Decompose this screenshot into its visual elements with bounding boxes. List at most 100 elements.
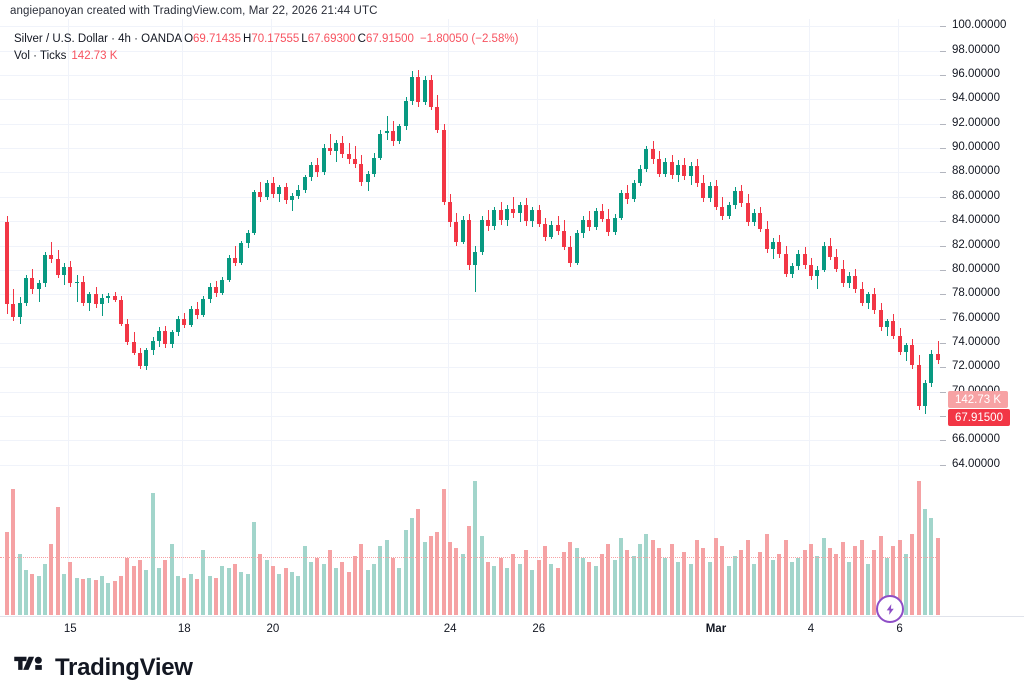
volume-bar <box>929 517 933 615</box>
grid-line-vertical <box>898 19 899 615</box>
volume-bar <box>423 541 427 615</box>
volume-bar <box>575 548 579 615</box>
candlestick-body <box>359 163 363 183</box>
candlestick-body <box>594 211 598 228</box>
last-price-badge[interactable]: 67.91500 <box>948 409 1010 427</box>
candle-wick <box>513 196 514 218</box>
candlestick-body <box>689 166 693 177</box>
legend-symbol-label: Silver / U.S. Dollar · 4h · OANDA <box>14 33 183 45</box>
volume-bar <box>676 562 680 615</box>
last-volume-badge[interactable]: 142.73 K <box>948 391 1009 409</box>
candlestick-body <box>834 256 838 269</box>
candlestick-body <box>416 77 420 102</box>
grid-line-horizontal <box>0 391 940 393</box>
volume-bar <box>214 578 218 615</box>
candlestick-body <box>11 304 15 318</box>
volume-bar <box>689 564 693 615</box>
volume-bar <box>366 570 370 615</box>
volume-bar <box>87 577 91 615</box>
candlestick-body <box>815 269 819 276</box>
legend-low: L67.69300 <box>301 33 356 45</box>
candlestick-body <box>454 222 458 242</box>
candlestick-body <box>587 219 591 228</box>
candlestick-body <box>227 257 231 280</box>
volume-bar <box>125 558 129 615</box>
candlestick-body <box>632 183 636 200</box>
candle-wick <box>906 343 907 362</box>
volume-bar <box>359 543 363 615</box>
volume-bar <box>347 572 351 615</box>
volume-bar <box>322 564 326 615</box>
price-axis-tick-mark <box>940 392 946 393</box>
candlestick-body <box>37 283 41 290</box>
candlestick-body <box>189 308 193 325</box>
volume-bar <box>132 566 136 615</box>
volume-bar <box>5 531 9 615</box>
volume-bar <box>49 543 53 615</box>
volume-bar <box>632 556 636 615</box>
candlestick-body <box>290 195 294 201</box>
candlestick-body <box>157 330 161 341</box>
candlestick-body <box>163 330 167 345</box>
volume-bar <box>461 554 465 615</box>
candlestick-body <box>473 251 477 266</box>
legend-change: −1.80050 (−2.58%) <box>419 33 519 45</box>
volume-bar <box>30 574 34 615</box>
volume-bar <box>290 572 294 615</box>
price-axis-tick-mark <box>940 367 946 368</box>
volume-bar <box>106 582 110 615</box>
grid-line-vertical <box>448 19 449 615</box>
volume-bar <box>708 562 712 615</box>
candle-wick <box>355 145 356 168</box>
candlestick-body <box>366 173 370 183</box>
grid-line-vertical <box>537 19 538 615</box>
volume-bar <box>815 556 819 615</box>
volume-bar <box>879 535 883 615</box>
candlestick-body <box>524 205 528 222</box>
volume-bar <box>24 570 28 615</box>
candlestick-body <box>423 79 427 102</box>
volume-bar <box>473 481 477 615</box>
candlestick-body <box>486 219 490 227</box>
price-axis-label: 80.00000 <box>952 262 1000 275</box>
legend-symbol-row: Silver / U.S. Dollar · 4h · OANDA O69.714… <box>14 31 518 48</box>
price-axis[interactable]: 100.00000 98.00000 96.00000 94.00000 92.0000… <box>940 19 1024 615</box>
volume-bar <box>75 578 79 615</box>
volume-bar <box>619 537 623 615</box>
time-axis[interactable]: 1518202426Mar46101215182024 <box>0 616 1024 644</box>
candlestick-body <box>68 267 72 284</box>
volume-bar <box>568 541 572 615</box>
candlestick-body <box>100 297 104 305</box>
time-axis-label: 20 <box>266 623 280 635</box>
volume-bar <box>720 545 724 615</box>
candlestick-body <box>752 212 756 223</box>
candlestick-body <box>790 266 794 274</box>
volume-bar <box>201 550 205 615</box>
price-axis-tick-mark <box>940 294 946 295</box>
candlestick-body <box>467 219 471 266</box>
legend-close: C67.91500 <box>357 33 414 45</box>
volume-bar <box>372 564 376 615</box>
candlestick-body <box>265 183 269 197</box>
candlestick-body <box>511 209 515 213</box>
price-axis-label: 72.00000 <box>952 360 1000 373</box>
chart-plot-area[interactable] <box>0 19 940 615</box>
grid-line-horizontal <box>0 464 940 466</box>
lightning-bolt-icon[interactable] <box>876 595 904 623</box>
candlestick-body <box>195 308 199 315</box>
candlestick-body <box>872 294 876 311</box>
time-axis-label: 26 <box>532 623 546 635</box>
price-axis-tick-mark <box>940 465 946 466</box>
candlestick-body <box>258 191 262 197</box>
candlestick-body <box>410 77 414 101</box>
candlestick-body <box>151 340 155 351</box>
volume-bar <box>429 535 433 615</box>
candlestick-body <box>233 257 237 263</box>
tradingview-mark-icon <box>14 655 46 681</box>
volume-bar <box>404 529 408 615</box>
candlestick-body <box>822 245 826 270</box>
volume-bar <box>284 568 288 615</box>
volume-bar <box>860 539 864 615</box>
volume-bar <box>385 539 389 615</box>
candlestick-body <box>208 286 212 300</box>
